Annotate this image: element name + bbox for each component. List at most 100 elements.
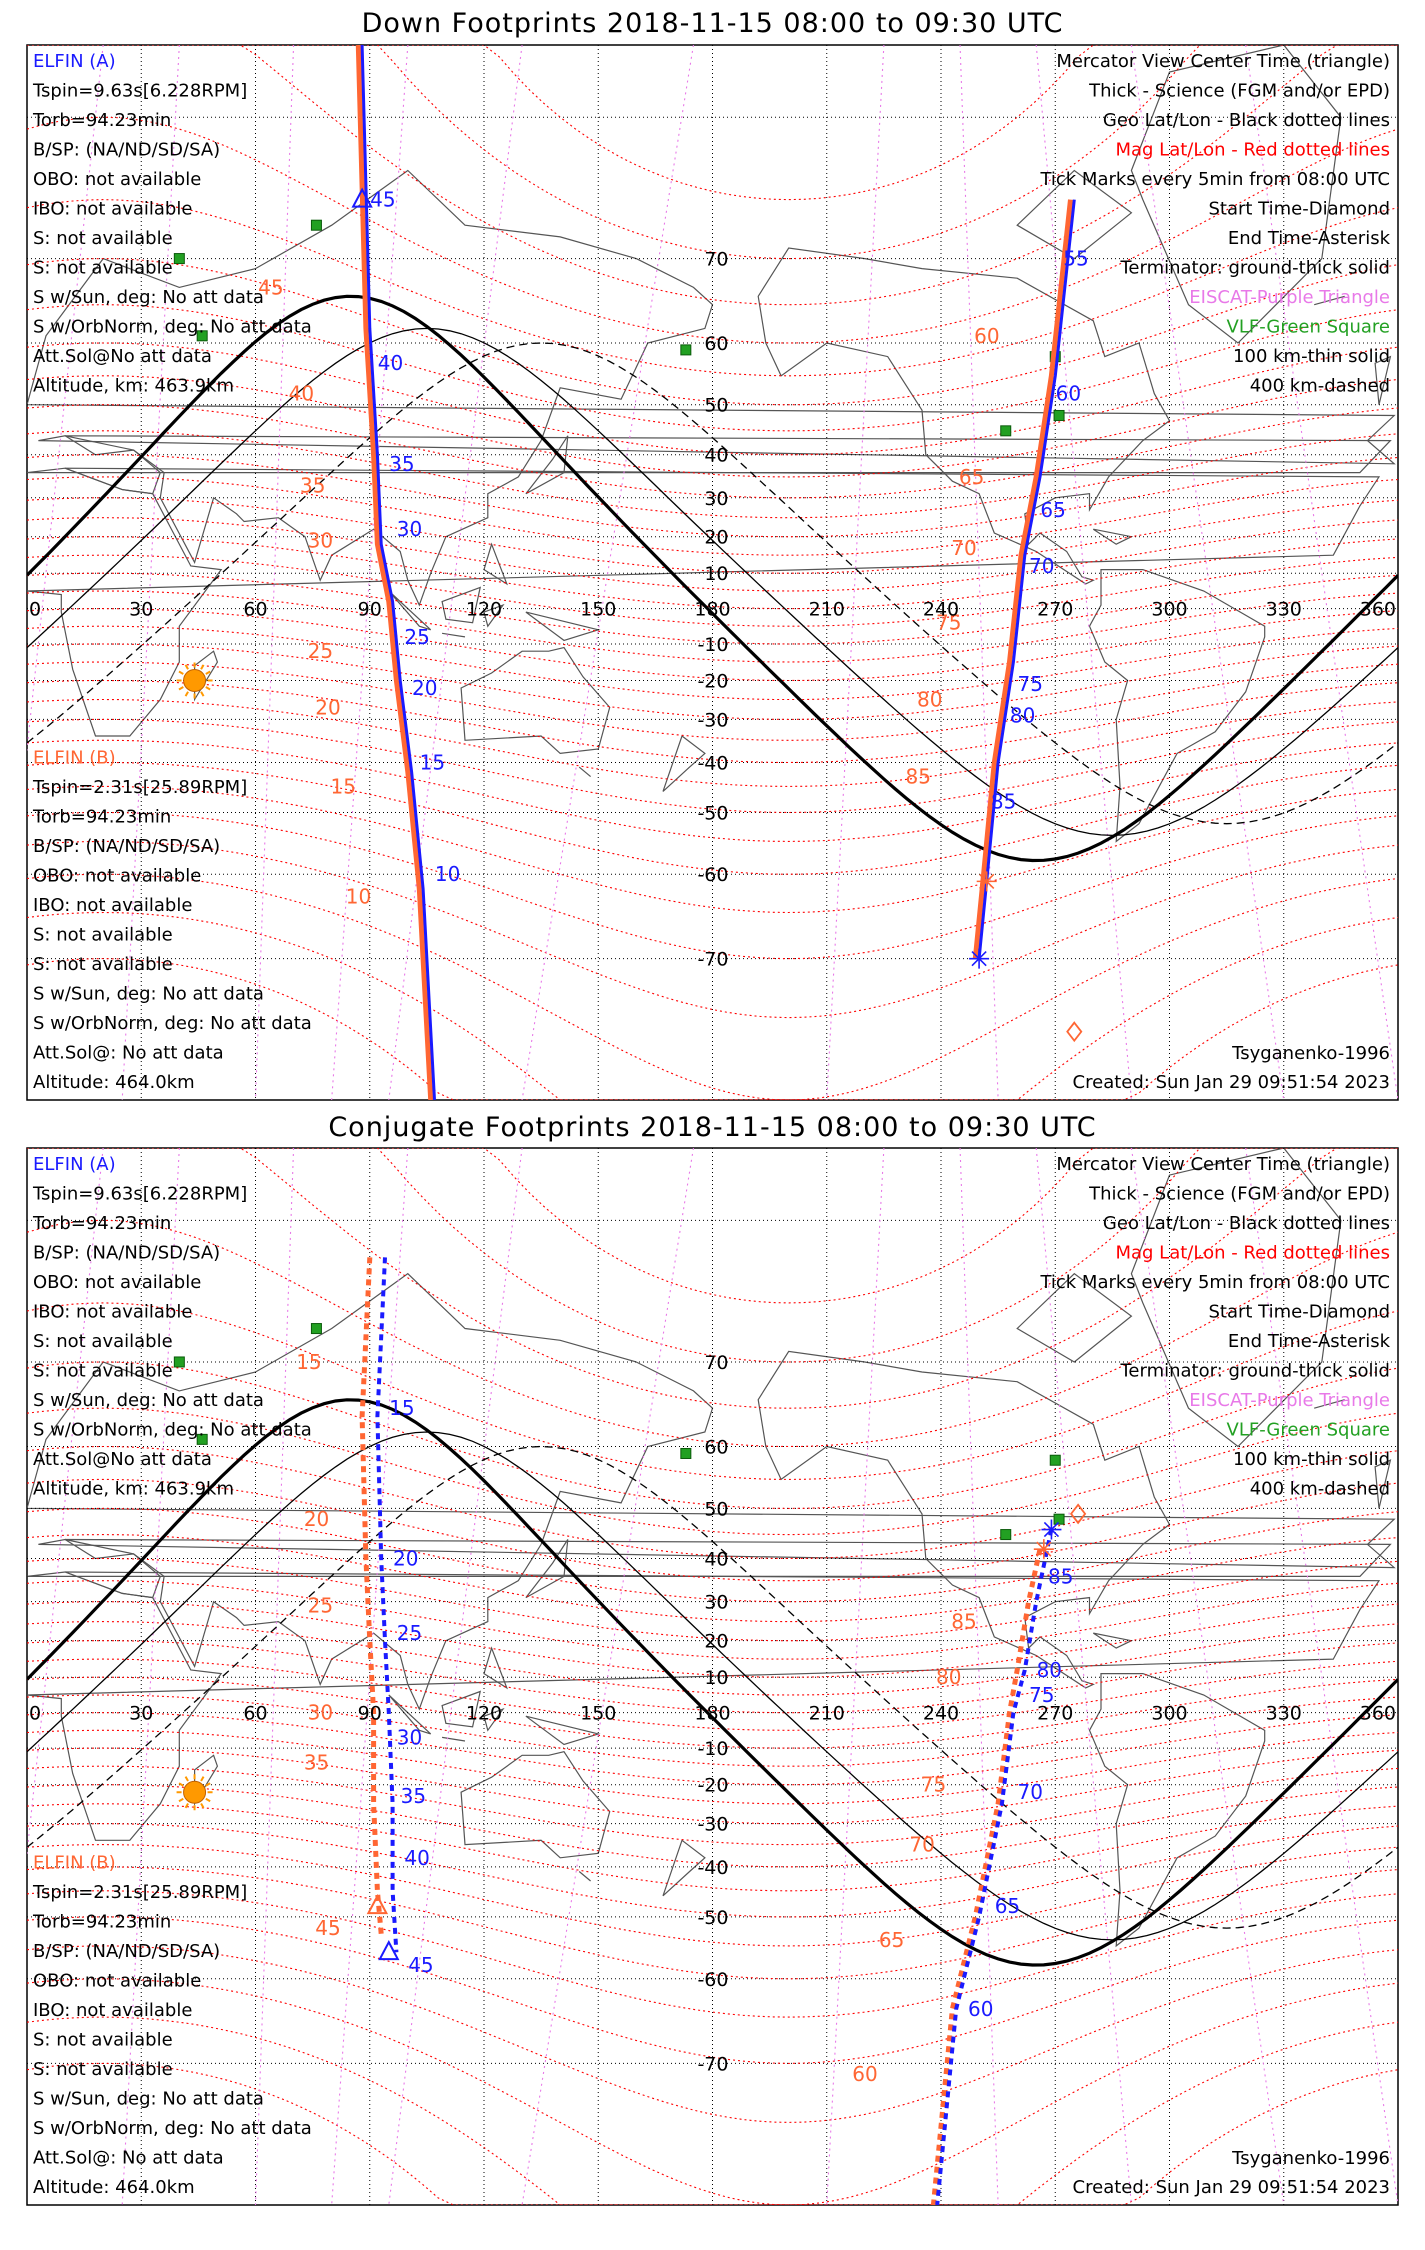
mag-latitude-line (27, 761, 1398, 875)
elfin-a-info-line: S w/Sun, deg: No att data (33, 287, 264, 308)
legend-line: EISCAT-Purple Triangle (1189, 1390, 1390, 1411)
elfin-a-info-line: Tspin=9.63s[6.228RPM] (32, 1184, 247, 1205)
elfin-a-info-line: S: not available (33, 228, 173, 249)
coastline (1130, 45, 1342, 344)
elfin-a-tick-label: 40 (378, 351, 403, 375)
mag-latitude-line (27, 1407, 1398, 1536)
mag-latitude-line (27, 454, 1398, 538)
elfin-a-info-line: Torb=94.23min (32, 110, 171, 131)
longitude-tick-label: 30 (129, 1703, 153, 1725)
latitude-tick-label: -60 (697, 1969, 728, 1991)
legend-line: Terminator: ground-thick solid (1119, 1361, 1390, 1382)
coastline (460, 646, 611, 755)
longitude-tick-label: 360 (1360, 1703, 1396, 1725)
elfin-a-info-line: S: not available (33, 1331, 173, 1352)
elfin-b-tick-label: 60 (974, 324, 999, 348)
longitude-tick-label: 210 (809, 599, 845, 621)
elfin-b-track (359, 1257, 384, 1935)
longitude-tick-label: 180 (694, 1703, 730, 1725)
mag-longitude-line (1130, 1148, 1285, 2205)
legend-line: Thick - Science (FGM and/or EPD) (1088, 81, 1390, 102)
coastline (388, 590, 432, 631)
model-label: Tsyganenko-1996 (1231, 2148, 1390, 2169)
elfin-b-info-line: Att.Sol@: No att data (33, 1043, 224, 1064)
terminator-ground-curve (27, 1398, 1398, 1967)
mag-latitude-line (27, 1621, 1398, 1696)
mag-latitude-line (27, 1747, 1398, 1825)
vlf-station-square (1000, 1529, 1012, 1541)
sun-icon (176, 1774, 213, 1811)
legend-line: Start Time-Diamond (1208, 1302, 1390, 1323)
elfin-a-tick-label: 65 (995, 1894, 1020, 1918)
longitude-tick-label: 90 (358, 599, 382, 621)
elfin-b-tick-label: 60 (852, 2062, 877, 2086)
model-label: Tsyganenko-1996 (1231, 1043, 1390, 1064)
coastline (757, 1350, 1171, 1689)
mag-longitude-line (521, 1148, 695, 2205)
coastline (578, 1871, 591, 1882)
mag-latitude-line (27, 679, 1398, 764)
elfin-b-start-diamond (1069, 1503, 1087, 1525)
mag-latitude-line (27, 1557, 1398, 1642)
elfin-b-tick-label: 80 (917, 688, 942, 712)
elfin-a-info-line: Altitude, km: 463.9km (33, 376, 234, 397)
longitude-tick-label: 180 (694, 599, 730, 621)
elfin-a-end-asterisk (969, 948, 990, 969)
elfin-b-tick-label: 80 (936, 1665, 961, 1689)
coastline (27, 169, 1396, 607)
legend-line: 400 km-dashed (1250, 376, 1390, 397)
elfin-a-track (977, 199, 1076, 959)
longitude-tick-label: 240 (923, 599, 959, 621)
elfin-a-info-line: Tspin=9.63s[6.228RPM] (32, 81, 247, 102)
mag-latitude-line (27, 1823, 1398, 1918)
coastline (1016, 169, 1133, 260)
elfin-b-info-line: OBO: not available (33, 1971, 201, 1992)
coastline (662, 735, 706, 792)
elfin-b-tick-label: 30 (308, 528, 333, 552)
elfin-b-tick-label: 15 (330, 774, 355, 798)
vlf-station-square (1049, 1454, 1061, 1466)
mag-latitude-line (27, 1945, 1398, 2123)
coastline (27, 1538, 1392, 1599)
longitude-tick-label: 60 (243, 1703, 267, 1725)
mag-longitude-line (959, 45, 999, 1100)
elfin-a-info-title: ELFIN (A) (33, 1154, 116, 1175)
vlf-station-square (173, 1356, 185, 1368)
coastline (27, 1272, 1396, 1711)
legend-line: Tick Marks every 5min from 08:00 UTC (1039, 169, 1390, 190)
latitude-tick-label: 40 (704, 1548, 728, 1570)
elfin-b-center-triangle (366, 1894, 389, 1915)
mag-longitude-line (121, 1148, 180, 2205)
elfin-a-tick-label: 65 (1040, 498, 1065, 522)
mag-latitude-line (27, 517, 1398, 592)
coastline (525, 1715, 601, 1746)
elfin-a-track (360, 45, 436, 1100)
latitude-tick-label: 30 (704, 488, 728, 510)
latitude-tick-label: 50 (704, 1498, 728, 1520)
elfin-b-info-line: S: not available (33, 925, 173, 946)
elfin-a-info-line: S w/OrbNorm, deg: No att data (33, 1420, 312, 1441)
mag-latitude-line (27, 304, 1398, 432)
map-panel-conj: 1520253035404585807570656015202530354585… (26, 1147, 1399, 2206)
mag-latitude-line (27, 1729, 1398, 1805)
vlf-station-square (1053, 1513, 1065, 1525)
coastline (662, 1839, 706, 1897)
latitude-tick-label: 10 (704, 563, 728, 585)
elfin-a-tick-label: 25 (404, 625, 429, 649)
legend-line: Thick - Science (FGM and/or EPD) (1088, 1184, 1390, 1205)
mag-longitude-line (826, 1148, 885, 2205)
elfin-b-info-line: Altitude: 464.0km (33, 2177, 195, 2198)
mag-latitude-line (27, 785, 1398, 914)
elfin-b-tick-label: 35 (304, 1751, 329, 1775)
vlf-station-square (680, 1447, 692, 1459)
elfin-a-tick-label: 45 (408, 1953, 433, 1977)
vlf-station-square (680, 344, 692, 356)
elfin-a-info-line: S w/Sun, deg: No att data (33, 1390, 264, 1411)
latitude-tick-label: -50 (697, 802, 728, 824)
mag-latitude-line (27, 1765, 1398, 1846)
elfin-b-info-line: Tspin=2.31s[25.89RPM] (32, 1882, 247, 1903)
mag-latitude-line (27, 911, 1398, 1100)
latitude-tick-label: 70 (704, 1352, 728, 1374)
longitude-tick-label: 150 (580, 599, 616, 621)
